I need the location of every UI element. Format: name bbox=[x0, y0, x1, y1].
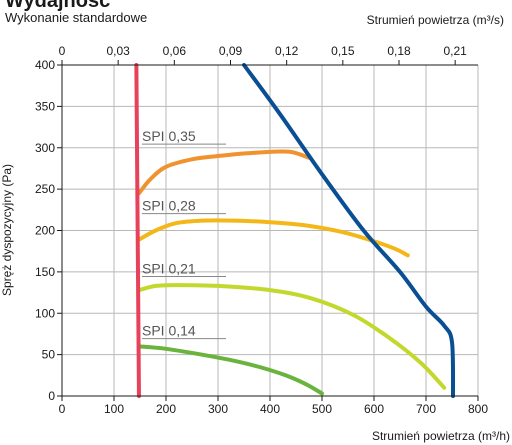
y-tick-label: 250 bbox=[35, 182, 55, 196]
page-subtitle: Wykonanie standardowe bbox=[5, 10, 147, 25]
x2-tick-label: 0 bbox=[59, 44, 66, 58]
y-tick-label: 100 bbox=[35, 306, 55, 320]
y-axis-label: Spręż dyspozycyjny (Pa) bbox=[0, 164, 14, 296]
x-tick-label: 400 bbox=[260, 402, 280, 416]
x-tick-label: 0 bbox=[59, 402, 66, 416]
spi-label: SPI 0,14 bbox=[142, 323, 196, 339]
x2-tick-label: 0,15 bbox=[331, 44, 355, 58]
x-tick-label: 600 bbox=[364, 402, 384, 416]
tick-labels: 0 50 100 150 200 250 300 350 400 0 100 200 300 400 500… bbox=[35, 44, 488, 416]
axes bbox=[57, 60, 479, 401]
series-spi-035 bbox=[137, 149, 311, 196]
spi-label: SPI 0,21 bbox=[142, 261, 196, 277]
x-tick-label: 500 bbox=[312, 402, 332, 416]
spi-label: SPI 0,35 bbox=[142, 128, 196, 144]
x2-tick-label: 0,03 bbox=[106, 44, 130, 58]
y-tick-label: 400 bbox=[35, 58, 55, 72]
y-tick-label: 300 bbox=[35, 141, 55, 155]
x-tick-label: 100 bbox=[104, 402, 124, 416]
x2-tick-label: 0,18 bbox=[387, 44, 411, 58]
series-spi-028 bbox=[137, 218, 410, 258]
page-title: Wydajność bbox=[5, 0, 110, 12]
series-spi-014 bbox=[137, 344, 324, 396]
x-tick-label: 300 bbox=[208, 402, 228, 416]
x2-axis-label: Strumień powietrza (m³/s) bbox=[367, 13, 504, 27]
y-tick-label: 150 bbox=[35, 265, 55, 279]
series-spi-021 bbox=[137, 283, 447, 390]
x-tick-label: 200 bbox=[156, 402, 176, 416]
grid bbox=[61, 64, 479, 397]
series-max-line bbox=[242, 63, 456, 398]
y-tick-label: 350 bbox=[35, 99, 55, 113]
x2-tick-label: 0,09 bbox=[219, 44, 243, 58]
y-tick-label: 0 bbox=[48, 389, 55, 403]
x-tick-label: 800 bbox=[468, 402, 488, 416]
x2-tick-label: 0,06 bbox=[163, 44, 187, 58]
annotations: SPI 0,35 SPI 0,28 SPI 0,21 SPI 0,14 bbox=[142, 128, 226, 340]
y-tick-label: 200 bbox=[35, 224, 55, 238]
x-axis-label: Strumień powietrza (m³/h) bbox=[372, 429, 510, 443]
series-limit-line bbox=[134, 63, 141, 398]
x2-tick-label: 0,12 bbox=[275, 44, 299, 58]
y-tick-label: 50 bbox=[42, 348, 56, 362]
spi-label: SPI 0,28 bbox=[142, 198, 196, 214]
x2-tick-label: 0,21 bbox=[443, 44, 467, 58]
x-tick-label: 700 bbox=[416, 402, 436, 416]
series-layer bbox=[134, 63, 456, 398]
